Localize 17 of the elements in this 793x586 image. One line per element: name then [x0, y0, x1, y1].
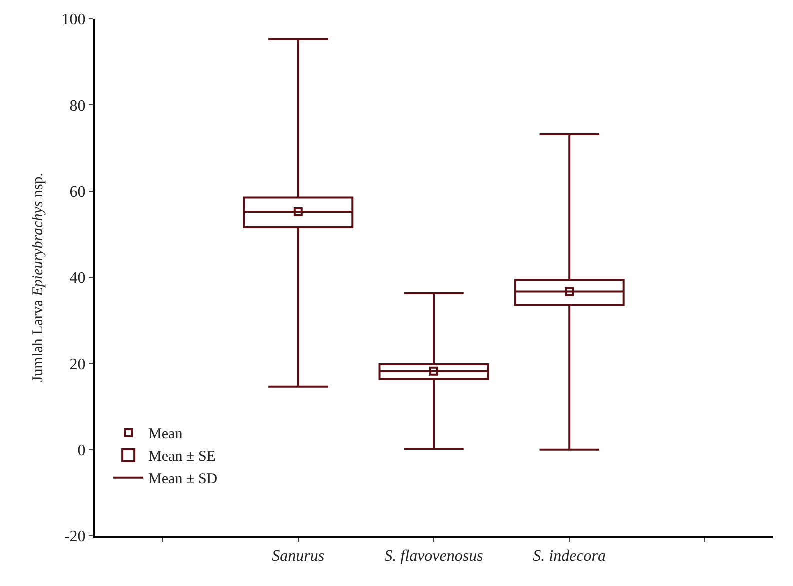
legend-label: Mean [148, 426, 184, 443]
x-tick-label: Sanurus [272, 548, 325, 566]
point [430, 366, 438, 376]
y-tick-label: 100 [62, 12, 86, 29]
y-tick-label: -20 [64, 528, 86, 546]
y-tick-label: 0 [78, 442, 86, 460]
point [294, 208, 303, 217]
y-axis-title: Jumlah Larva Epieurybrachys nsp. [30, 172, 47, 382]
legend-label: Mean ± SE [148, 449, 216, 466]
x-tick-label: S. flavovenosus [384, 548, 484, 566]
y-tick-label: 80 [70, 98, 86, 115]
legend-label: Mean ± SD [148, 472, 218, 488]
point [565, 287, 574, 296]
y-tick-label: 40 [70, 270, 86, 288]
x-tick-label: S. indecora [533, 548, 606, 566]
y-tick-label: 20 [70, 356, 86, 374]
y-tick-label: 60 [70, 184, 86, 201]
